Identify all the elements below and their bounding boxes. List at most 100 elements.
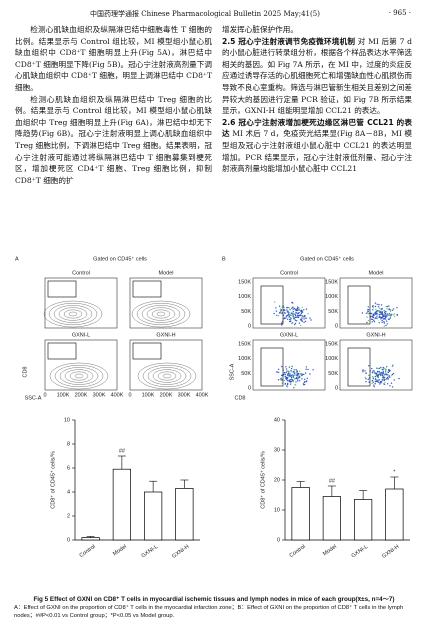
event-dot bbox=[378, 321, 380, 323]
event-dot bbox=[389, 316, 392, 318]
event-dot bbox=[376, 303, 378, 305]
y-tick-label: 6 bbox=[67, 465, 70, 471]
event-dot bbox=[380, 312, 382, 314]
event-dot bbox=[371, 382, 373, 385]
event-dot bbox=[376, 315, 378, 317]
plot-title: Control bbox=[280, 270, 298, 276]
event-dot bbox=[298, 309, 300, 311]
event-dot bbox=[301, 374, 304, 376]
axis-label: SSC-A bbox=[229, 363, 235, 380]
event-dot bbox=[385, 324, 387, 327]
event-dot bbox=[296, 312, 298, 314]
section-heading: 2.5 冠心宁注射液调节免疫微环境机制 bbox=[222, 36, 356, 46]
event-dot bbox=[303, 373, 305, 376]
event-dot bbox=[383, 310, 385, 312]
event-dot bbox=[367, 378, 369, 381]
significance-mark: ## bbox=[329, 478, 336, 484]
event-dot bbox=[277, 379, 280, 381]
paragraph: 检测心肌缺血组织及纵隔淋巴结中细胞毒性 T 细胞的比例。结果显示与 Contro… bbox=[15, 25, 212, 92]
event-dot bbox=[391, 309, 394, 311]
event-dot bbox=[372, 381, 374, 383]
event-dot bbox=[384, 316, 387, 319]
event-dot bbox=[387, 378, 389, 380]
event-dot bbox=[365, 381, 367, 383]
y-tick-label: 20 bbox=[274, 477, 280, 483]
event-dot bbox=[375, 379, 377, 381]
event-dot bbox=[287, 306, 289, 309]
event-dot bbox=[383, 325, 385, 327]
x-tick-label: 400K bbox=[196, 392, 209, 398]
event-dot bbox=[382, 318, 385, 320]
event-dot bbox=[293, 377, 295, 379]
y-tick-label: 4 bbox=[67, 489, 70, 495]
event-dot bbox=[380, 366, 382, 369]
event-dot bbox=[368, 365, 370, 367]
contour bbox=[63, 309, 83, 319]
x-tick-label: 0 bbox=[128, 392, 131, 398]
event-dot bbox=[384, 313, 386, 316]
contour bbox=[151, 309, 171, 319]
event-dot bbox=[398, 377, 400, 380]
event-dot bbox=[371, 380, 374, 382]
event-dot bbox=[374, 312, 376, 315]
caption-note: A：Effect of GXNI on the proportion of CD… bbox=[14, 605, 404, 619]
section-heading: 2.6 冠心宁注射液增加梗死边缘区淋巴管 CCL21 的表达 bbox=[222, 117, 412, 139]
event-dot bbox=[286, 385, 288, 387]
event-dot bbox=[290, 322, 293, 325]
event-dot bbox=[296, 307, 298, 310]
event-dot bbox=[375, 308, 377, 311]
event-dot bbox=[300, 309, 302, 312]
event-dot bbox=[283, 379, 285, 382]
event-dot bbox=[388, 313, 391, 316]
event-dot bbox=[381, 316, 383, 319]
bar bbox=[112, 468, 131, 541]
event-dot bbox=[301, 320, 304, 322]
event-dot bbox=[303, 321, 305, 324]
event-dot bbox=[295, 320, 298, 322]
event-dot bbox=[307, 313, 309, 315]
gate bbox=[260, 347, 284, 387]
panel-label: A bbox=[15, 256, 19, 262]
y-tick-label: 0 bbox=[277, 537, 280, 543]
event-dot bbox=[292, 314, 294, 316]
y-tick-label: 100K bbox=[325, 356, 338, 362]
y-tick-label: 2 bbox=[67, 513, 70, 519]
event-dot bbox=[285, 377, 288, 379]
event-dot bbox=[294, 314, 297, 317]
event-dot bbox=[306, 380, 308, 382]
event-dot bbox=[294, 316, 296, 318]
event-dot bbox=[292, 306, 294, 308]
contour bbox=[64, 369, 94, 383]
event-dot bbox=[300, 318, 303, 321]
event-dot bbox=[281, 324, 283, 326]
event-dot bbox=[284, 373, 286, 376]
contour bbox=[142, 365, 192, 388]
event-dot bbox=[292, 322, 294, 324]
event-dot bbox=[365, 312, 368, 314]
event-dot bbox=[392, 364, 394, 366]
event-dot bbox=[378, 367, 381, 370]
event-dot bbox=[382, 376, 385, 378]
plot-title: GXNI-H bbox=[156, 332, 175, 338]
y-tick-label: 50K bbox=[328, 371, 338, 377]
event-dot bbox=[385, 314, 387, 316]
event-dot bbox=[296, 378, 299, 380]
event-dot bbox=[284, 382, 287, 385]
event-dot bbox=[297, 314, 299, 316]
plot-title: GXNI-L bbox=[280, 332, 298, 338]
event-dot bbox=[378, 371, 381, 373]
event-dot bbox=[380, 310, 382, 313]
event-dot bbox=[389, 376, 391, 378]
event-dot bbox=[383, 322, 386, 324]
event-dot bbox=[364, 376, 366, 379]
x-tick-label: Model bbox=[322, 544, 338, 558]
y-tick-label: 0 bbox=[335, 323, 338, 329]
event-dot bbox=[279, 308, 282, 310]
event-dot bbox=[373, 313, 375, 316]
event-dot bbox=[288, 311, 290, 314]
event-dot bbox=[381, 379, 383, 381]
event-dot bbox=[372, 370, 374, 372]
event-dot bbox=[377, 374, 380, 376]
significance-mark: ## bbox=[119, 448, 126, 454]
event-dot bbox=[372, 378, 374, 380]
